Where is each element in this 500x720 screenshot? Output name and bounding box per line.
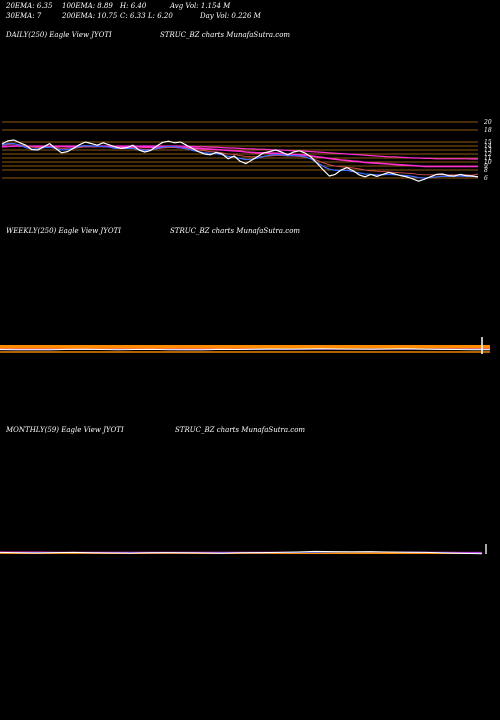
daily-y-tick-1: 18 xyxy=(484,127,492,134)
daily-y-tick-9: 8 xyxy=(484,167,488,174)
high-stat: H: 6.40 xyxy=(120,2,147,10)
ema100-stat: 100EMA: 8.89 xyxy=(62,2,113,10)
daily-y-tick-3: 14 xyxy=(484,143,492,150)
daily-y-tick-4: 13 xyxy=(484,147,492,154)
ema20-stat: 20EMA: 6.35 xyxy=(6,2,53,10)
monthly-panel-title: MONTHLY(59) Eagle View JYOTI xyxy=(6,426,124,434)
dayvol-stat: Day Vol: 0.226 M xyxy=(200,12,261,20)
daily-y-tick-0: 20 xyxy=(483,119,492,126)
weekly-level-band xyxy=(0,345,490,349)
daily-panel-credit: STRUC_BZ charts MunafaSutra.com xyxy=(160,31,291,39)
daily-y-tick-7: 10 xyxy=(484,159,492,166)
weekly-panel-credit: STRUC_BZ charts MunafaSutra.com xyxy=(170,227,301,235)
avgvol-stat: Avg Vol: 1.154 M xyxy=(170,2,231,10)
monthly-series-0 xyxy=(0,550,483,555)
daily-y-tick-8: 9 xyxy=(484,163,488,170)
close-stat: C: 6.33 xyxy=(120,12,146,20)
daily-series-0 xyxy=(1,139,479,182)
daily-y-tick-10: 6 xyxy=(484,175,488,182)
weekly-panel-title: WEEKLY(250) Eagle View JYOTI xyxy=(6,227,122,235)
daily-y-tick-2: 15 xyxy=(484,139,492,146)
ema200-stat: 200EMA: 10.75 xyxy=(62,12,118,20)
low-stat: L: 6.20 xyxy=(148,12,173,20)
daily-y-tick-5: 12 xyxy=(484,151,492,158)
weekly-level-band-lower xyxy=(0,351,490,353)
weekly-series-0 xyxy=(0,348,491,351)
ema30-stat: 30EMA: 7 xyxy=(6,12,42,20)
daily-series-2 xyxy=(1,143,479,176)
daily-y-tick-6: 11 xyxy=(484,155,492,162)
monthly-panel-credit: STRUC_BZ charts MunafaSutra.com xyxy=(175,426,306,434)
daily-panel-title: DAILY(250) Eagle View JYOTI xyxy=(6,31,112,39)
